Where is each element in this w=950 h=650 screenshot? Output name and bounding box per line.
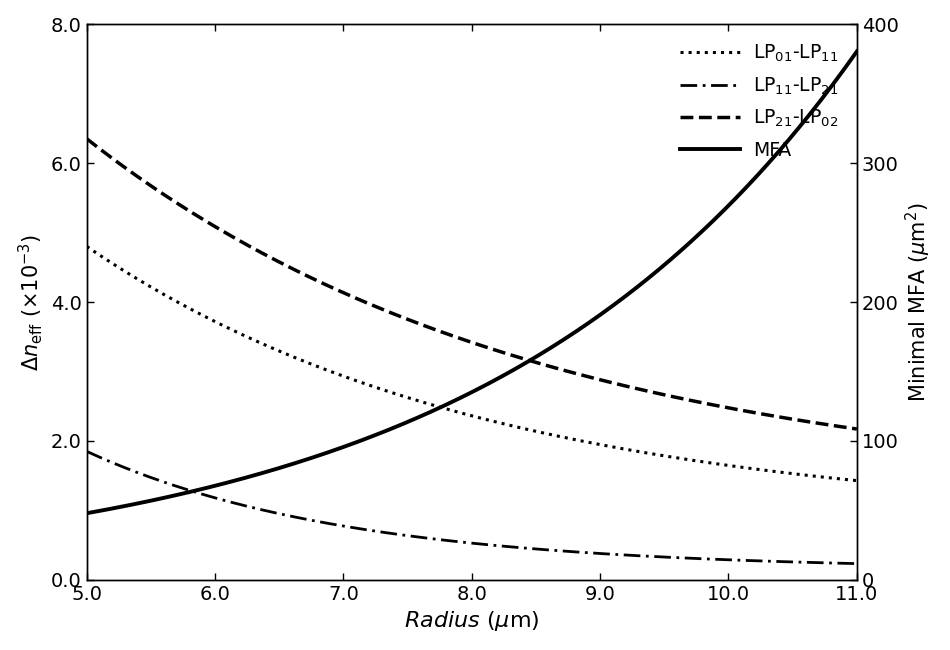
MFA <box>712 212 724 220</box>
LP$_{21}$-LP$_{02}$ <box>451 333 463 341</box>
MFA <box>540 347 551 355</box>
Legend: LP$_{01}$-LP$_{11}$, LP$_{11}$-LP$_{21}$, LP$_{21}$-LP$_{02}$, MFA: LP$_{01}$-LP$_{11}$, LP$_{11}$-LP$_{21}$… <box>670 34 847 169</box>
MFA <box>851 47 863 55</box>
LP$_{01}$-LP$_{11}$ <box>712 460 724 468</box>
LP$_{01}$-LP$_{11}$ <box>498 420 509 428</box>
LP$_{21}$-LP$_{02}$ <box>81 135 92 143</box>
MFA <box>446 398 458 406</box>
LP$_{01}$-LP$_{11}$ <box>81 242 92 250</box>
MFA <box>451 396 463 404</box>
MFA <box>81 510 92 517</box>
LP$_{11}$-LP$_{21}$ <box>712 556 724 564</box>
X-axis label: $Radius$ ($\mu$m): $Radius$ ($\mu$m) <box>404 609 540 633</box>
LP$_{01}$-LP$_{11}$ <box>540 430 551 437</box>
LP$_{11}$-LP$_{21}$ <box>851 560 863 567</box>
LP$_{01}$-LP$_{11}$ <box>451 408 463 416</box>
LP$_{11}$-LP$_{21}$ <box>451 538 463 545</box>
LP$_{01}$-LP$_{11}$ <box>446 407 458 415</box>
LP$_{21}$-LP$_{02}$ <box>540 361 551 369</box>
LP$_{21}$-LP$_{02}$ <box>446 332 458 340</box>
Line: MFA: MFA <box>86 51 857 514</box>
LP$_{11}$-LP$_{21}$ <box>832 559 844 567</box>
Line: LP$_{01}$-LP$_{11}$: LP$_{01}$-LP$_{11}$ <box>86 246 857 480</box>
LP$_{21}$-LP$_{02}$ <box>851 425 863 433</box>
LP$_{21}$-LP$_{02}$ <box>498 349 509 357</box>
LP$_{11}$-LP$_{21}$ <box>540 546 551 554</box>
Y-axis label: $\Delta n_{\rm eff}\ (\times 10^{-3})$: $\Delta n_{\rm eff}\ (\times 10^{-3})$ <box>17 233 46 370</box>
LP$_{21}$-LP$_{02}$ <box>832 422 844 430</box>
LP$_{21}$-LP$_{02}$ <box>712 402 724 410</box>
LP$_{01}$-LP$_{11}$ <box>851 476 863 484</box>
MFA <box>832 73 844 81</box>
MFA <box>498 372 509 380</box>
LP$_{11}$-LP$_{21}$ <box>81 447 92 455</box>
Y-axis label: Minimal MFA ($\mu$m$^2$): Minimal MFA ($\mu$m$^2$) <box>904 202 933 402</box>
Line: LP$_{11}$-LP$_{21}$: LP$_{11}$-LP$_{21}$ <box>86 451 857 564</box>
Line: LP$_{21}$-LP$_{02}$: LP$_{21}$-LP$_{02}$ <box>86 139 857 429</box>
LP$_{11}$-LP$_{21}$ <box>446 537 458 545</box>
LP$_{11}$-LP$_{21}$ <box>498 542 509 550</box>
LP$_{01}$-LP$_{11}$ <box>832 475 844 483</box>
